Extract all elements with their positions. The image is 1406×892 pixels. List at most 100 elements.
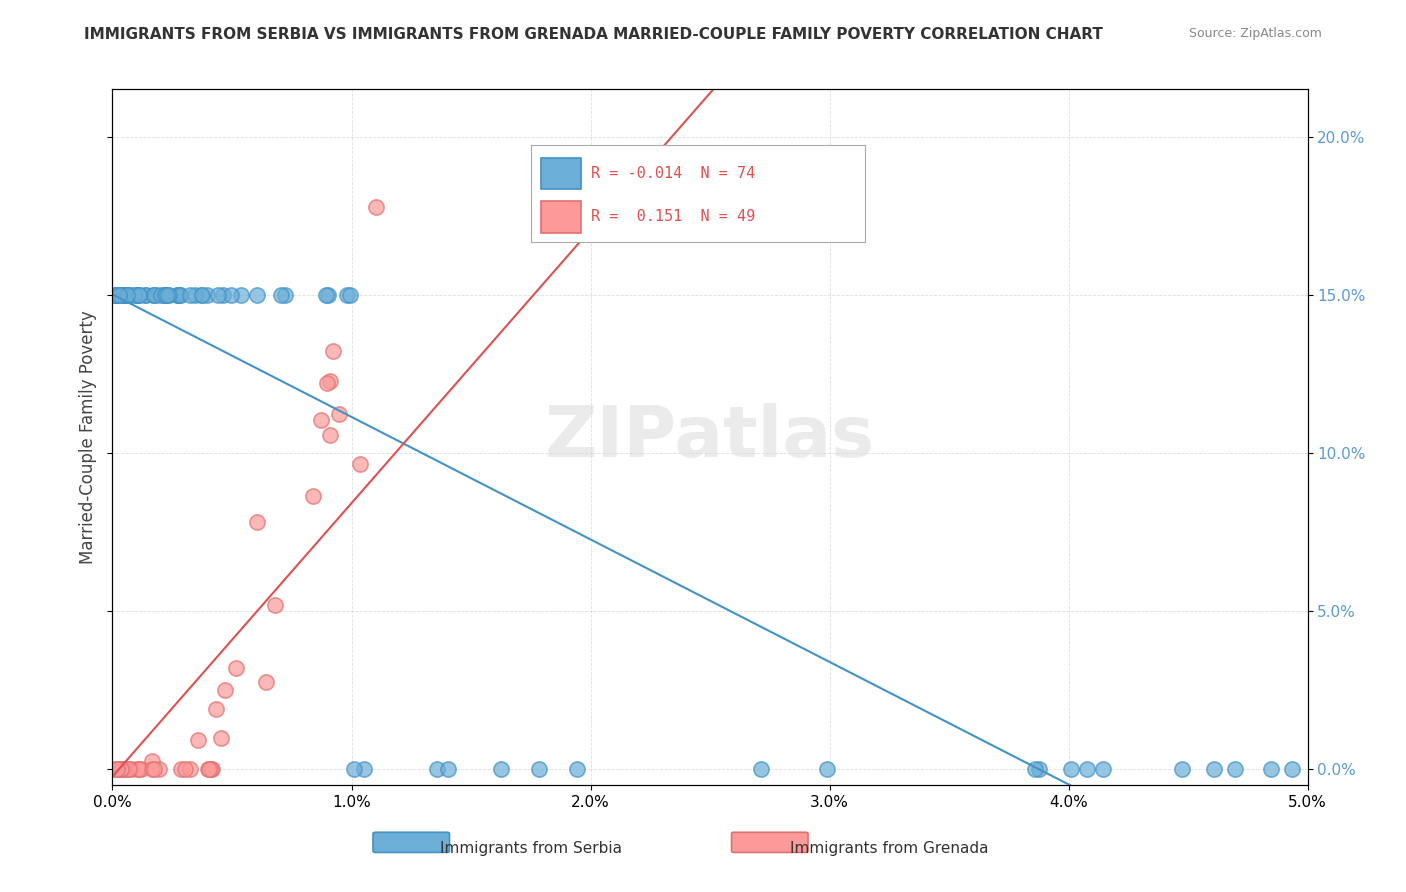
Serbia <box>143 287 166 301</box>
Grenada <box>960 66 983 80</box>
Serbia <box>1260 762 1282 776</box>
Serbia <box>211 287 233 301</box>
Serbia <box>270 287 292 301</box>
Serbia <box>128 287 150 301</box>
Grenada <box>173 762 195 776</box>
Serbia <box>491 762 513 776</box>
Text: IMMIGRANTS FROM SERBIA VS IMMIGRANTS FROM GRENADA MARRIED-COUPLE FAMILY POVERTY : IMMIGRANTS FROM SERBIA VS IMMIGRANTS FRO… <box>84 27 1104 42</box>
Serbia <box>353 762 375 776</box>
Serbia <box>153 287 176 301</box>
Serbia <box>273 287 295 301</box>
Serbia <box>108 287 131 301</box>
Grenada <box>316 376 339 390</box>
Serbia <box>114 287 136 301</box>
Grenada <box>111 762 134 776</box>
Serbia <box>169 287 191 301</box>
Serbia <box>815 762 838 776</box>
Serbia <box>122 287 145 301</box>
Serbia <box>155 287 177 301</box>
Serbia <box>426 762 449 776</box>
Serbia <box>118 287 141 301</box>
Serbia <box>115 287 138 301</box>
Serbia <box>108 287 131 301</box>
Grenada <box>110 762 132 776</box>
Serbia <box>190 287 212 301</box>
Grenada <box>322 343 344 358</box>
Grenada <box>246 515 269 529</box>
Serbia <box>195 287 218 301</box>
Grenada <box>209 731 232 745</box>
Text: Source: ZipAtlas.com: Source: ZipAtlas.com <box>1188 27 1322 40</box>
Grenada <box>197 762 219 776</box>
Serbia <box>1028 762 1050 776</box>
Serbia <box>115 287 138 301</box>
Serbia <box>1060 762 1083 776</box>
Text: ZIPatlas: ZIPatlas <box>546 402 875 472</box>
Serbia <box>167 287 190 301</box>
Serbia <box>145 287 167 301</box>
Grenada <box>120 762 142 776</box>
Grenada <box>319 428 342 442</box>
Serbia <box>166 287 188 301</box>
Grenada <box>112 762 135 776</box>
Grenada <box>105 762 128 776</box>
Serbia <box>1225 762 1247 776</box>
Grenada <box>198 762 221 776</box>
Grenada <box>103 762 125 776</box>
Serbia <box>315 287 337 301</box>
Serbia <box>127 287 149 301</box>
Grenada <box>141 762 163 776</box>
Grenada <box>225 661 247 675</box>
Serbia <box>115 287 138 301</box>
Serbia <box>219 287 242 301</box>
Grenada <box>148 762 170 776</box>
Serbia <box>1024 762 1046 776</box>
Serbia <box>157 287 180 301</box>
Grenada <box>128 762 150 776</box>
Grenada <box>264 598 287 612</box>
Grenada <box>110 762 132 776</box>
Grenada <box>626 66 648 80</box>
Grenada <box>735 66 758 80</box>
Grenada <box>142 762 165 776</box>
Serbia <box>117 287 139 301</box>
Serbia <box>142 287 165 301</box>
Grenada <box>366 200 388 214</box>
Serbia <box>565 762 588 776</box>
Serbia <box>150 287 173 301</box>
Serbia <box>153 287 176 301</box>
Grenada <box>141 754 163 768</box>
Grenada <box>179 762 201 776</box>
FancyBboxPatch shape <box>373 832 450 853</box>
FancyBboxPatch shape <box>731 832 808 853</box>
Serbia <box>1171 762 1194 776</box>
Serbia <box>111 287 134 301</box>
Serbia <box>105 287 128 301</box>
Serbia <box>527 762 550 776</box>
Serbia <box>114 287 136 301</box>
Grenada <box>187 732 209 747</box>
Serbia <box>1204 762 1226 776</box>
Serbia <box>103 287 125 301</box>
Serbia <box>1091 762 1114 776</box>
Grenada <box>125 762 148 776</box>
Serbia <box>105 287 128 301</box>
Serbia <box>112 287 135 301</box>
Grenada <box>349 457 371 471</box>
Text: Immigrants from Grenada: Immigrants from Grenada <box>790 840 988 855</box>
Grenada <box>762 66 785 80</box>
Grenada <box>105 762 128 776</box>
Serbia <box>207 287 229 301</box>
Serbia <box>128 287 150 301</box>
Grenada <box>681 66 703 80</box>
Grenada <box>782 66 804 80</box>
Serbia <box>1076 762 1098 776</box>
Grenada <box>204 702 226 716</box>
Serbia <box>749 762 772 776</box>
Grenada <box>170 762 193 776</box>
Serbia <box>1281 762 1303 776</box>
Grenada <box>412 66 434 80</box>
Grenada <box>309 412 332 426</box>
Serbia <box>190 287 212 301</box>
Serbia <box>437 762 460 776</box>
